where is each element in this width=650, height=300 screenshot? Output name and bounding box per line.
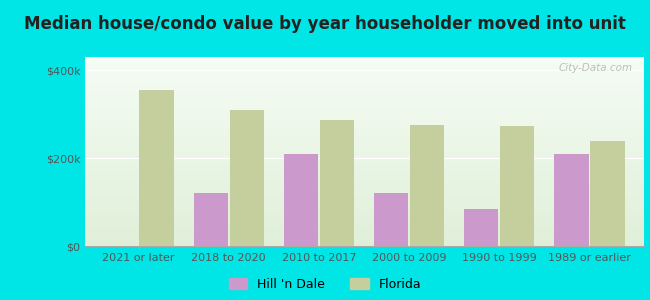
Bar <box>464 208 499 246</box>
Legend: Hill 'n Dale, Florida: Hill 'n Dale, Florida <box>229 278 421 291</box>
Bar <box>140 90 174 246</box>
Bar <box>284 154 318 246</box>
Bar <box>194 193 228 246</box>
Bar <box>320 120 354 246</box>
Bar <box>374 193 408 246</box>
Text: Median house/condo value by year householder moved into unit: Median house/condo value by year househo… <box>24 15 626 33</box>
Bar <box>500 126 534 246</box>
Bar <box>590 140 625 246</box>
Bar <box>410 125 444 246</box>
Text: City-Data.com: City-Data.com <box>558 63 632 73</box>
Bar <box>554 154 588 246</box>
Bar <box>229 110 264 246</box>
